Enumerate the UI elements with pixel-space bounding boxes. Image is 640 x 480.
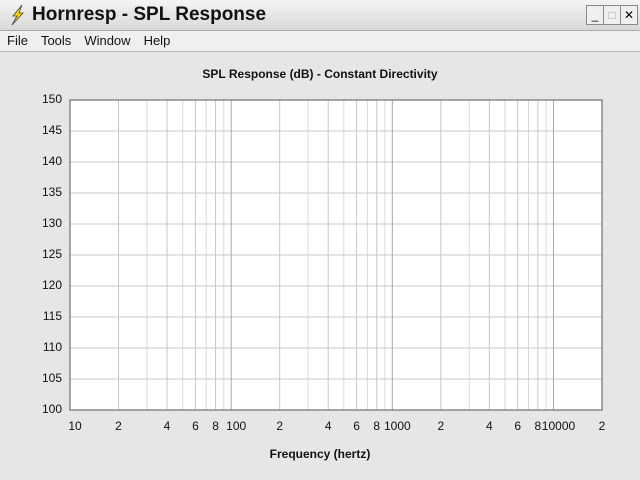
- menu-item[interactable]: Window: [84, 33, 131, 48]
- chart: SPL Response (dB) - Constant Directivity…: [42, 67, 606, 461]
- x-tick-label: 8: [212, 419, 219, 433]
- menu-bar: File Tools Window Help: [0, 31, 640, 52]
- y-tick-label: 140: [42, 154, 62, 168]
- x-tick-label: 4: [486, 419, 493, 433]
- x-tick-label: 4: [325, 419, 332, 433]
- y-tick-label: 145: [42, 123, 62, 137]
- x-tick-label: 6: [353, 419, 360, 433]
- x-tick-label: 6: [514, 419, 521, 433]
- x-axis-label: Frequency (hertz): [270, 447, 371, 461]
- x-tick-label: 2: [437, 419, 444, 433]
- y-tick-label: 150: [42, 92, 62, 106]
- title-bar: Hornresp - SPL Response _ □ ✕: [0, 0, 640, 31]
- x-tick-label: 2: [115, 419, 122, 433]
- y-tick-label: 125: [42, 247, 62, 261]
- menu-item[interactable]: File: [7, 33, 28, 48]
- y-tick-label: 100: [42, 402, 62, 416]
- x-tick-label: 1000: [384, 419, 411, 433]
- y-tick-label: 135: [42, 185, 62, 199]
- menu-item[interactable]: Help: [143, 33, 171, 48]
- x-tick-label: 2: [276, 419, 283, 433]
- x-tick-label: 10000: [542, 419, 576, 433]
- y-tick-label: 115: [43, 309, 62, 323]
- y-tick-label: 120: [42, 278, 62, 292]
- x-tick-label: 8: [535, 419, 542, 433]
- plot-area: [69, 99, 603, 411]
- close-button[interactable]: ✕: [620, 5, 638, 25]
- x-tick-label: 2: [599, 419, 606, 433]
- y-tick-label: 105: [42, 371, 62, 385]
- x-tick-label: 4: [164, 419, 171, 433]
- maximize-button[interactable]: □: [603, 5, 621, 25]
- window-title: Hornresp - SPL Response: [32, 4, 267, 25]
- menu-item[interactable]: Tools: [40, 33, 72, 48]
- app-icon: [11, 4, 24, 26]
- x-tick-label: 8: [373, 419, 380, 433]
- x-tick-label: 100: [226, 419, 246, 433]
- minimize-button[interactable]: _: [586, 5, 604, 25]
- x-tick-label: 6: [192, 419, 199, 433]
- y-tick-label: 110: [43, 340, 62, 354]
- chart-title: SPL Response (dB) - Constant Directivity: [202, 67, 437, 81]
- x-tick-label: 10: [68, 419, 82, 433]
- y-tick-label: 130: [42, 216, 62, 230]
